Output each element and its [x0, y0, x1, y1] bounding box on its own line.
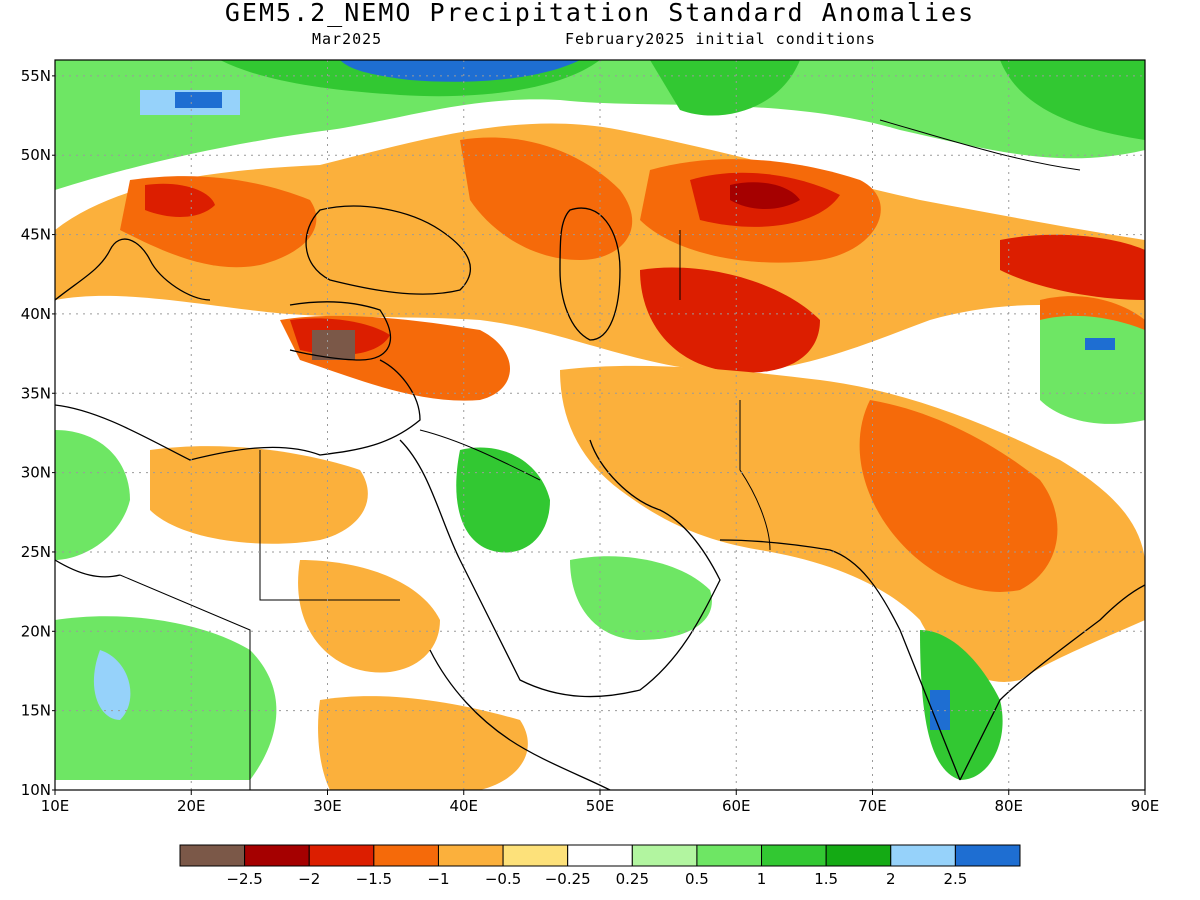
lon-tick-label: 40E: [449, 797, 478, 815]
lon-tick-label: 60E: [722, 797, 751, 815]
legend-label: −0.5: [485, 870, 521, 888]
coastline: [959, 584, 1145, 781]
anomaly-region: [318, 696, 528, 790]
anomaly-region: [145, 183, 215, 217]
anomaly-region: [55, 60, 1145, 190]
legend-label: −2.5: [226, 870, 262, 888]
legend-swatch: [567, 844, 633, 867]
lon-tick-label: 70E: [858, 797, 887, 815]
anomaly-region: [930, 690, 950, 730]
border: [119, 574, 251, 790]
lon-tick-label: 50E: [586, 797, 615, 815]
lon-tick-label: 10E: [41, 797, 70, 815]
legend-label: 1: [757, 870, 767, 888]
anomaly-region: [560, 365, 1145, 682]
coastline: [429, 649, 611, 790]
lat-tick-label: 40N: [21, 305, 51, 323]
axis-ticks: 10E 20E 30E 40E 50E 60E 70E 80E 90E 55N 50N 45N 40N 3…: [21, 67, 1160, 815]
legend-swatch: [696, 844, 763, 867]
lat-tick-label: 25N: [21, 543, 51, 561]
legend-label: 0.5: [685, 870, 709, 888]
coastline: [719, 539, 961, 781]
anomaly-region: [859, 400, 1058, 592]
coastline-layer: [55, 205, 1145, 790]
legend-swatch: [244, 844, 310, 867]
legend-swatch: [502, 844, 569, 867]
coastline: [399, 439, 721, 698]
lon-tick-label: 80E: [994, 797, 1023, 815]
color-legend: −2.5 −2 −1.5 −1 −0.5 −0.25 0.25 0.5 1 1.5 2 2.5: [179, 844, 1021, 888]
lat-tick-label: 45N: [21, 226, 51, 244]
coastline: [55, 559, 121, 578]
anomaly-region: [298, 560, 440, 673]
legend-swatch: [179, 844, 246, 867]
lon-tick-label: 30E: [313, 797, 342, 815]
legend-label: −1: [427, 870, 449, 888]
border: [739, 400, 771, 551]
legend-label: −1.5: [356, 870, 392, 888]
anomaly-region: [640, 267, 820, 373]
legend-label: 1.5: [814, 870, 838, 888]
lat-tick-label: 30N: [21, 464, 51, 482]
map-title: GEM5.2_NEMO Precipitation Standard Anoma…: [224, 0, 976, 27]
initial-conditions-label: February2025 initial conditions: [565, 30, 876, 48]
border: [259, 450, 400, 601]
legend-swatch: [890, 844, 956, 867]
legend-label: 2.5: [943, 870, 967, 888]
legend-swatch: [631, 844, 698, 867]
anomaly-region: [93, 650, 131, 720]
legend-label: −0.25: [545, 870, 591, 888]
anomaly-region: [1000, 60, 1145, 140]
anomaly-region: [1085, 338, 1115, 350]
anomaly-region: [730, 182, 800, 209]
graticule: [55, 60, 1145, 790]
legend-swatch: [825, 844, 892, 867]
legend-swatch: [437, 844, 504, 867]
legend-label: −2: [298, 870, 320, 888]
lat-tick-label: 35N: [21, 384, 51, 402]
lat-tick-label: 20N: [21, 622, 51, 640]
coastline: [289, 301, 391, 361]
lat-tick-label: 50N: [21, 146, 51, 164]
legend-label: 0.25: [616, 870, 649, 888]
anomaly-region: [150, 446, 368, 544]
lat-tick-label: 55N: [21, 67, 51, 85]
border: [879, 119, 1081, 171]
border-layer: [119, 119, 1081, 790]
coastline: [55, 238, 211, 301]
legend-swatch: [954, 844, 1021, 867]
lat-tick-label: 10N: [21, 781, 51, 799]
anomaly-region: [460, 137, 633, 260]
anomaly-region: [920, 630, 1003, 780]
anomaly-region: [1000, 234, 1145, 300]
legend-label: 2: [886, 870, 896, 888]
legend-swatch: [308, 844, 375, 867]
legend-swatch: [373, 844, 439, 867]
lon-tick-label: 20E: [177, 797, 206, 815]
anomaly-region: [1040, 315, 1145, 424]
anomaly-region: [55, 430, 130, 560]
lon-tick-label: 90E: [1131, 797, 1160, 815]
anomaly-region: [650, 60, 800, 116]
anomaly-region: [175, 92, 222, 108]
coastline: [559, 207, 621, 341]
coastline: [305, 205, 471, 295]
border: [419, 429, 541, 481]
lat-tick-label: 15N: [21, 702, 51, 720]
anomaly-region: [312, 330, 355, 360]
coastline: [55, 359, 421, 461]
forecast-month: Mar2025: [312, 30, 383, 48]
anomaly-region: [570, 556, 712, 640]
legend-swatch: [761, 844, 827, 867]
